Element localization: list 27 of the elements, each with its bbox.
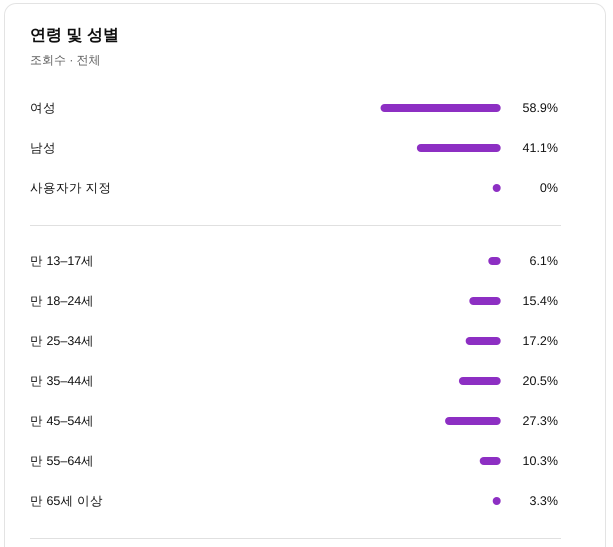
bar bbox=[469, 297, 501, 305]
data-label: 41.1% bbox=[522, 141, 558, 155]
y-tick-label: 사용자가 지정 bbox=[30, 181, 112, 195]
data-label: 0% bbox=[540, 181, 558, 195]
data-label: 3.3% bbox=[530, 494, 558, 508]
y-tick-label: 만 45–54세 bbox=[30, 414, 94, 428]
data-label: 15.4% bbox=[522, 294, 558, 308]
text: 연령 및 성별 bbox=[30, 26, 119, 46]
y-tick-label: 만 18–24세 bbox=[30, 294, 94, 308]
y-tick-label: 남성 bbox=[30, 141, 56, 155]
bar bbox=[466, 337, 501, 345]
data-label: 6.1% bbox=[530, 254, 558, 268]
bar bbox=[480, 457, 501, 465]
y-tick-label: 만 25–34세 bbox=[30, 334, 94, 348]
text: 조회수 · 전체 bbox=[30, 52, 101, 68]
data-label: 27.3% bbox=[522, 414, 558, 428]
y-tick-label: 여성 bbox=[30, 101, 56, 115]
y-tick-label: 만 65세 이상 bbox=[30, 494, 103, 508]
data-label: 17.2% bbox=[522, 334, 558, 348]
y-tick-label: 만 55–64세 bbox=[30, 454, 94, 468]
y-tick-label: 만 13–17세 bbox=[30, 254, 94, 268]
bar bbox=[445, 417, 501, 425]
data-label: 10.3% bbox=[522, 454, 558, 468]
y-tick-label: 만 35–44세 bbox=[30, 374, 94, 388]
data-label: 20.5% bbox=[522, 374, 558, 388]
bar bbox=[458, 377, 501, 385]
data-label: 58.9% bbox=[522, 101, 558, 115]
